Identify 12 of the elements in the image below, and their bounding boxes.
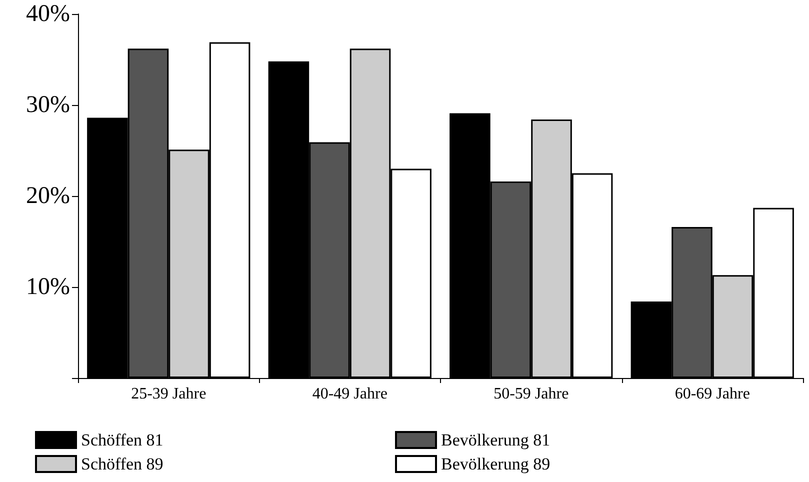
legend-label: Schöffen 81 (81, 430, 164, 450)
y-tick-label: 10% (26, 274, 70, 300)
x-tick-label: 40-49 Jahre (312, 386, 388, 402)
y-tick-label: 20% (26, 183, 70, 209)
x-tick-label: 50-59 Jahre (494, 386, 569, 402)
y-tick-label: 40% (26, 1, 70, 27)
x-tick-label: 25-39 Jahre (131, 386, 206, 402)
legend-label: Bevölkerung 81 (441, 430, 550, 450)
legend-label: Schöffen 89 (81, 454, 164, 474)
legend-label: Bevölkerung 89 (441, 454, 550, 474)
x-tick-label: 60-69 Jahre (674, 386, 750, 402)
y-tick-label: 30% (26, 92, 70, 118)
